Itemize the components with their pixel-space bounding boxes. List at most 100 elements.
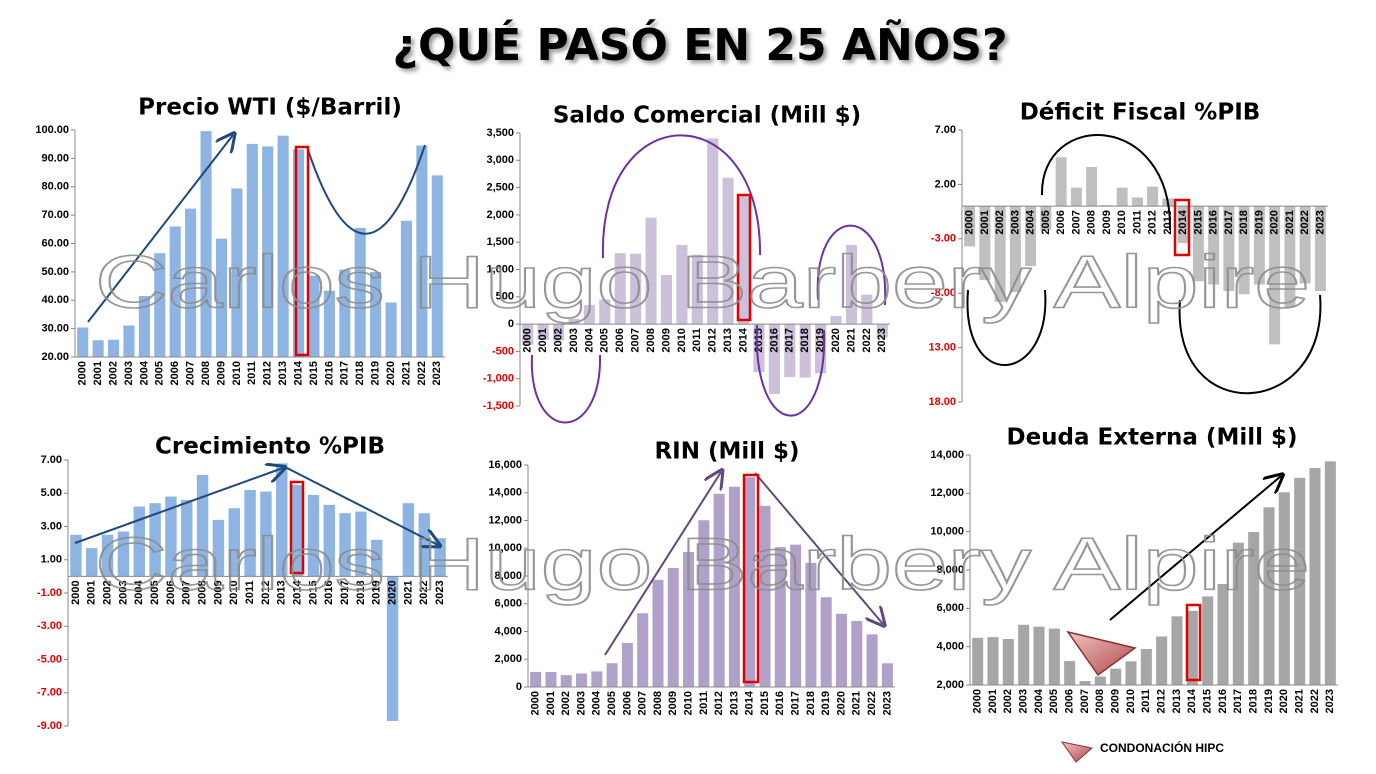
x-tick-label: 2018 xyxy=(1248,689,1260,713)
y-tick-label: -1,000 xyxy=(483,373,514,385)
y-tick-label: 90.00 xyxy=(41,152,69,164)
decorations xyxy=(74,134,1322,763)
bar xyxy=(614,253,626,325)
trend-arrow xyxy=(87,135,233,323)
x-tick-label: 2021 xyxy=(845,328,857,352)
bar xyxy=(308,275,320,357)
bar xyxy=(77,327,89,357)
x-tick-label: 2017 xyxy=(784,328,796,352)
x-tick-label: 2020 xyxy=(1278,689,1290,713)
trend-arc xyxy=(601,134,762,259)
bar xyxy=(385,302,397,357)
x-tick-label: 2005 xyxy=(149,580,161,604)
bar xyxy=(591,671,603,687)
bar xyxy=(799,324,811,378)
y-tick-label: 4,000 xyxy=(494,625,522,637)
x-tick-label: 2010 xyxy=(231,361,243,385)
bar xyxy=(683,551,695,687)
x-tick-label: 2006 xyxy=(169,361,181,385)
x-tick-label: 2017 xyxy=(790,691,802,715)
bar xyxy=(660,274,673,325)
x-tick-label: 2007 xyxy=(1070,210,1082,234)
bar xyxy=(1025,206,1037,266)
x-tick-label: 2014 xyxy=(737,327,749,352)
x-tick-label: 2008 xyxy=(645,328,657,352)
bar xyxy=(707,138,719,325)
bar xyxy=(307,494,320,577)
bar xyxy=(1101,205,1113,207)
x-tick-label: 2011 xyxy=(698,691,710,715)
x-tick-label: 2004 xyxy=(591,690,603,715)
bar xyxy=(830,315,842,325)
x-tick-label: 2003 xyxy=(123,361,135,385)
x-tick-label: 2014 xyxy=(1177,209,1189,234)
bar xyxy=(972,637,984,685)
chart-title: Saldo Comercial (Mill $) xyxy=(553,103,861,129)
x-tick-label: 2009 xyxy=(1101,210,1113,234)
bar xyxy=(354,227,366,357)
bar xyxy=(215,238,228,357)
bar xyxy=(676,244,688,325)
bar xyxy=(691,254,703,325)
x-tick-label: 2006 xyxy=(621,691,633,715)
x-tick-label: 2000 xyxy=(972,689,984,713)
x-tick-label: 2015 xyxy=(1202,689,1214,713)
bar xyxy=(1171,616,1183,685)
bar xyxy=(713,493,725,687)
trend-arc xyxy=(1040,134,1172,231)
y-tick-label: 7.00 xyxy=(41,454,62,466)
x-tick-label: 2019 xyxy=(1253,210,1265,234)
x-tick-label: 2014 xyxy=(744,690,756,715)
bar xyxy=(722,177,734,325)
x-tick-label: 2013 xyxy=(722,328,734,352)
bar xyxy=(228,508,240,577)
x-tick-label: 2020 xyxy=(1269,210,1281,234)
x-tick-label: 2017 xyxy=(339,361,351,385)
x-tick-label: 2001 xyxy=(537,328,549,352)
x-tick-label: 2008 xyxy=(1086,210,1098,234)
legend-icon xyxy=(1060,741,1094,763)
x-tick-label: 2021 xyxy=(400,361,412,385)
x-tick-label: 2002 xyxy=(1002,689,1014,713)
x-tick-label: 2004 xyxy=(1033,688,1045,713)
bar xyxy=(1294,477,1306,685)
x-tick-label: 2013 xyxy=(728,691,740,715)
bar xyxy=(244,489,256,577)
bar xyxy=(866,634,878,687)
y-tick-label: 2,000 xyxy=(494,653,522,665)
main-title: ¿QUÉ PASÓ EN 25 AÑOS? xyxy=(393,18,1008,71)
x-tick-label: 2018 xyxy=(355,580,367,604)
trend-arc xyxy=(816,224,887,306)
x-tick-label: 2011 xyxy=(1140,689,1152,713)
bar xyxy=(1055,157,1067,207)
bar xyxy=(606,663,618,687)
bar xyxy=(276,463,288,577)
x-tick-label: 2018 xyxy=(805,691,817,715)
y-tick-label: -7.00 xyxy=(37,687,62,699)
y-tick-label: 1.00 xyxy=(41,554,62,566)
y-tick-label: 8,000 xyxy=(494,570,522,582)
y-tick-label: -1,500 xyxy=(483,400,514,412)
y-tick-label: 12,000 xyxy=(930,487,964,499)
bar xyxy=(123,325,135,357)
bar xyxy=(1238,206,1250,295)
y-tick-label: 5.00 xyxy=(41,487,62,499)
x-tick-label: 2000 xyxy=(70,580,82,604)
x-tick-label: 2001 xyxy=(86,580,98,604)
y-tick-label: 50.00 xyxy=(41,266,69,278)
y-tick-label: 20.00 xyxy=(41,351,69,363)
bar xyxy=(212,519,225,577)
chart-title: Déficit Fiscal %PIB xyxy=(1020,100,1261,126)
bar xyxy=(1186,610,1198,685)
bar xyxy=(1079,681,1091,685)
y-tick-label: 10,000 xyxy=(930,526,964,538)
bar xyxy=(560,675,572,687)
bar xyxy=(964,206,976,247)
x-tick-label: 2020 xyxy=(386,580,398,604)
bar xyxy=(987,637,999,685)
x-tick-label: 2014 xyxy=(1186,688,1198,713)
x-tick-label: 2007 xyxy=(1079,689,1091,713)
x-tick-label: 2023 xyxy=(1314,210,1326,234)
bar xyxy=(637,613,649,687)
